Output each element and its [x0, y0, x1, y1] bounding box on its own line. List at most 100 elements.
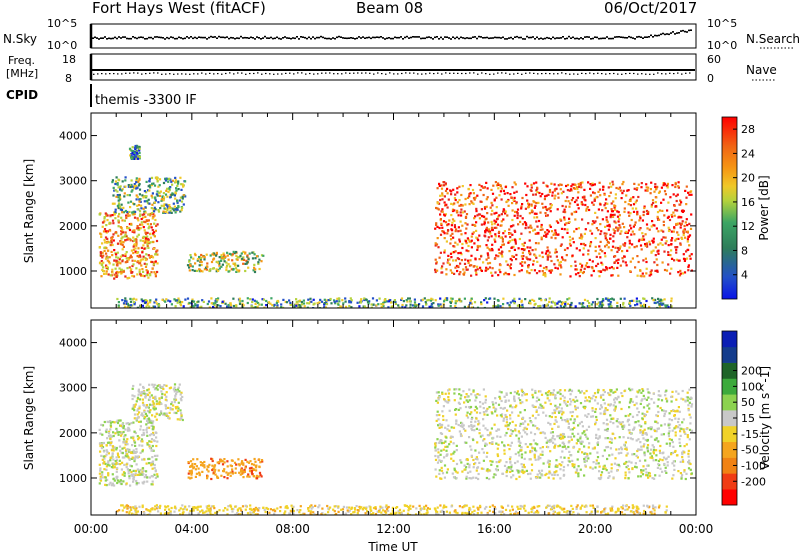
echo-cell: [330, 302, 333, 305]
echo-cell: [669, 254, 672, 257]
echo-cell: [359, 301, 362, 304]
echo-cell: [542, 266, 546, 270]
echo-cell: [196, 304, 199, 307]
echo-cell: [464, 396, 467, 399]
echo-cell: [583, 267, 586, 270]
echo-cell: [258, 267, 261, 271]
noise-sample: [456, 36, 458, 39]
noise-sample: [648, 36, 650, 38]
echo-cell: [121, 236, 124, 239]
echo-cell: [258, 465, 261, 468]
echo-cell: [524, 393, 527, 396]
nave-sample: [225, 72, 227, 75]
echo-cell: [639, 402, 642, 405]
echo-cell: [554, 229, 557, 232]
echo-cell: [210, 297, 213, 300]
nave-sample: [653, 73, 655, 75]
echo-cell: [155, 436, 158, 439]
echo-cell: [613, 261, 616, 264]
echo-cell: [674, 246, 677, 249]
echo-cell: [525, 399, 528, 402]
noise-sample: [152, 37, 154, 40]
echo-cell: [124, 434, 127, 437]
echo-cell: [313, 302, 316, 305]
echo-cell: [131, 397, 134, 401]
echo-cell: [573, 210, 576, 214]
echo-cell: [643, 397, 646, 400]
echo-cell: [138, 268, 141, 271]
echo-cell: [648, 274, 651, 277]
echo-cell: [104, 476, 107, 479]
echo-cell: [136, 204, 139, 207]
noise-sample: [452, 36, 454, 38]
echo-cell: [581, 425, 584, 428]
echo-cell: [574, 396, 577, 399]
echo-cell: [642, 210, 645, 214]
echo-cell: [610, 417, 613, 420]
echo-cell: [136, 196, 139, 199]
echo-cell: [133, 413, 137, 416]
noise-sample: [654, 34, 656, 37]
echo-cell: [670, 213, 673, 217]
echo-cell: [469, 184, 472, 187]
echo-cell: [546, 246, 549, 249]
echo-cell: [568, 297, 571, 300]
echo-cell: [441, 410, 444, 413]
echo-cell: [295, 300, 298, 304]
echo-cell: [562, 469, 565, 472]
echo-cell: [99, 477, 102, 480]
echo-cell: [250, 471, 253, 474]
echo-cell: [146, 405, 149, 408]
echo-cell: [187, 472, 190, 475]
noise-sample: [526, 35, 528, 38]
echo-cell: [681, 220, 684, 223]
power-colorbar-tick-label: 16: [741, 196, 755, 209]
echo-cell: [540, 236, 543, 239]
echo-cell: [124, 443, 127, 446]
echo-cell: [142, 255, 145, 258]
echo-cell: [599, 303, 602, 306]
echo-cell: [109, 437, 112, 441]
noise-sample: [494, 36, 496, 39]
echo-cell: [215, 254, 218, 257]
echo-cell: [127, 456, 130, 459]
echo-cell: [163, 384, 166, 387]
echo-cell: [121, 219, 124, 222]
echo-cell: [656, 421, 659, 425]
echo-cell: [156, 180, 159, 183]
echo-cell: [544, 195, 547, 198]
noise-sample: [612, 37, 614, 40]
echo-cell: [501, 472, 504, 475]
echo-cell: [202, 300, 205, 303]
echo-cell: [174, 397, 177, 400]
echo-cell: [641, 219, 644, 222]
echo-cell: [603, 269, 606, 272]
echo-cell: [227, 263, 230, 266]
noise-sample: [298, 38, 300, 40]
echo-cell: [557, 184, 560, 187]
echo-cell: [549, 225, 552, 228]
noise-sample: [222, 36, 224, 39]
echo-cell: [463, 441, 467, 444]
echo-cell: [627, 203, 630, 206]
echo-cell: [461, 204, 464, 207]
echo-cell: [574, 471, 577, 474]
echo-cell: [435, 414, 438, 417]
echo-cell: [377, 303, 380, 306]
echo-cell: [448, 219, 451, 222]
echo-cell: [104, 462, 107, 465]
echo-cell: [474, 449, 477, 452]
noise-sample: [406, 35, 408, 38]
echo-cell: [561, 394, 564, 397]
echo-cell: [174, 208, 177, 211]
echo-cell: [478, 217, 481, 220]
echo-cell: [152, 213, 155, 216]
echo-cell: [657, 459, 660, 463]
echo-cell: [517, 397, 520, 400]
echo-cell: [121, 447, 124, 450]
echo-cell: [488, 228, 491, 231]
echo-cell: [652, 450, 655, 453]
echo-cell: [635, 188, 638, 191]
echo-cell: [609, 303, 612, 306]
echo-cell: [180, 414, 183, 417]
